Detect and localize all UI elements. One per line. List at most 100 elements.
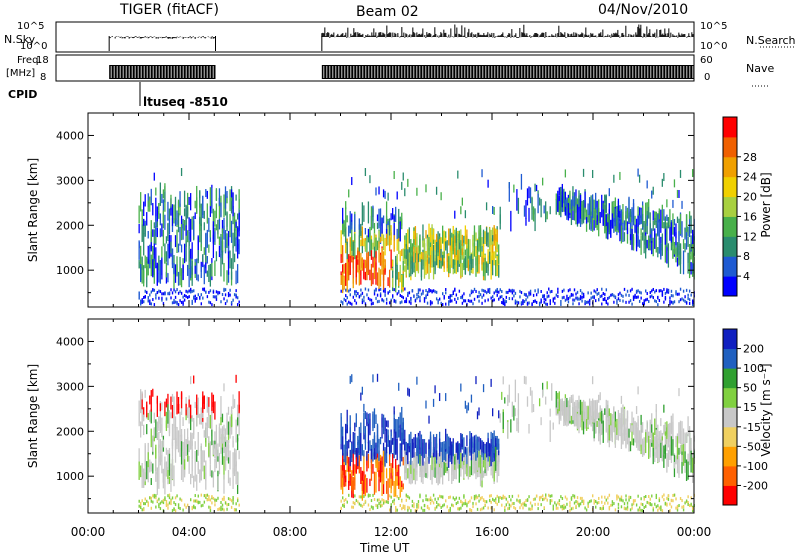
echo — [146, 256, 148, 263]
echo — [492, 252, 494, 261]
echo — [165, 251, 168, 262]
echo — [546, 498, 548, 502]
echo — [408, 496, 411, 500]
echo — [573, 401, 576, 425]
echo — [496, 290, 498, 294]
echo — [687, 416, 689, 437]
echo — [469, 293, 471, 297]
echo — [140, 192, 142, 212]
echo — [404, 300, 406, 304]
echo — [496, 287, 498, 291]
echo — [681, 297, 683, 301]
echo — [669, 225, 671, 241]
colorbar-segment — [723, 176, 737, 198]
echo — [345, 497, 347, 501]
echo — [182, 458, 184, 483]
echo — [563, 288, 565, 292]
echo — [393, 222, 395, 241]
echo — [443, 295, 445, 299]
echo — [348, 439, 350, 449]
echo — [190, 442, 192, 450]
echo — [185, 397, 187, 407]
echo — [488, 290, 491, 294]
echo — [224, 447, 227, 469]
echo — [516, 300, 518, 304]
echo — [619, 210, 621, 233]
echo — [440, 505, 442, 509]
echo — [348, 300, 350, 304]
echo — [419, 299, 421, 303]
echo — [601, 294, 603, 298]
echo — [667, 217, 670, 229]
echo — [614, 427, 617, 448]
echo — [472, 441, 474, 449]
echo — [392, 270, 394, 278]
echo — [688, 211, 691, 220]
echo — [664, 423, 667, 432]
echo — [429, 465, 432, 481]
echo — [238, 212, 240, 237]
echo — [381, 498, 383, 502]
echo — [186, 296, 189, 300]
echo — [190, 498, 192, 502]
echo — [672, 199, 674, 208]
echo — [146, 405, 148, 418]
echo — [345, 437, 347, 449]
echo — [484, 445, 486, 454]
echo — [399, 250, 401, 262]
echo — [161, 258, 163, 280]
nsky-tick-bottom: 10^0 — [20, 41, 47, 52]
echo — [495, 289, 497, 293]
echo — [661, 178, 663, 187]
echo — [417, 295, 420, 299]
echo — [373, 232, 376, 247]
echo — [208, 217, 210, 232]
echo — [396, 475, 398, 486]
echo — [174, 496, 177, 500]
echo — [511, 291, 514, 295]
echo — [390, 440, 392, 453]
echo — [475, 289, 477, 293]
echo — [484, 499, 486, 503]
echo — [493, 225, 495, 246]
echo — [461, 301, 464, 305]
echo — [349, 427, 351, 443]
echo — [388, 218, 391, 236]
echo — [405, 493, 408, 497]
echo — [617, 502, 620, 506]
echo — [393, 298, 395, 302]
echo — [660, 418, 662, 427]
echo — [217, 220, 219, 239]
echo — [664, 295, 667, 299]
echo — [690, 244, 692, 260]
echo — [224, 428, 227, 442]
colorbar-segment — [723, 426, 737, 447]
echo — [534, 299, 536, 303]
echo — [645, 289, 647, 293]
echo — [488, 227, 491, 251]
echo — [190, 193, 192, 211]
echo — [186, 428, 189, 445]
echo — [221, 503, 224, 507]
echo — [375, 251, 377, 271]
echo — [405, 244, 407, 265]
echo — [645, 298, 647, 302]
echo — [152, 388, 154, 397]
echo — [496, 435, 498, 450]
echo — [429, 498, 432, 502]
echo — [640, 235, 642, 255]
echo — [557, 506, 559, 510]
echo — [505, 300, 508, 304]
echo — [168, 240, 171, 252]
echo — [593, 289, 595, 293]
echo — [681, 505, 683, 509]
echo — [171, 456, 174, 480]
echo — [638, 207, 641, 218]
echo — [147, 467, 149, 483]
echo — [355, 498, 358, 502]
echo — [598, 298, 600, 302]
echo — [578, 302, 580, 306]
echo — [672, 222, 674, 235]
echo — [342, 477, 344, 495]
echo — [679, 287, 682, 291]
